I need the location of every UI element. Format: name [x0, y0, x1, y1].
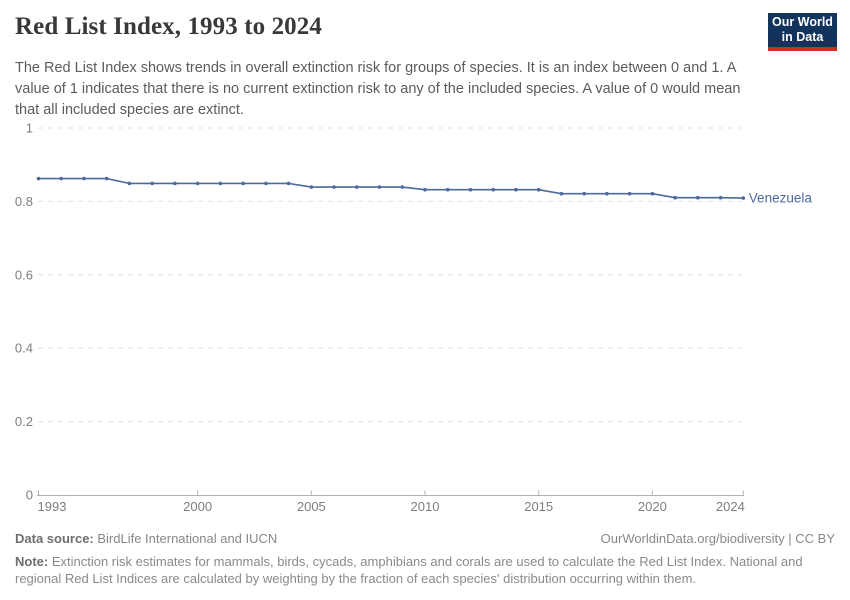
data-point-2000[interactable]: [195, 181, 200, 186]
data-point-2007[interactable]: [355, 185, 359, 189]
data-point-2017[interactable]: [582, 191, 586, 196]
y-axis-tick-label: 0.6: [15, 267, 33, 282]
data-point-2003[interactable]: [264, 181, 268, 186]
x-axis-tick-label: 2000: [183, 499, 212, 514]
data-point-2011[interactable]: [445, 187, 450, 192]
data-point-2024[interactable]: [741, 196, 746, 200]
x-axis-tick-label: 2015: [524, 499, 553, 514]
data-point-1993[interactable]: [36, 176, 41, 181]
data-point-2020[interactable]: [650, 191, 655, 196]
owid-logo[interactable]: Our World in Data: [768, 13, 837, 51]
y-axis-tick-label: 0: [26, 488, 33, 503]
data-point-2018[interactable]: [605, 191, 609, 196]
data-point-2002[interactable]: [241, 181, 245, 186]
x-axis-tick-label: 2020: [638, 499, 667, 514]
data-source-label: Data source:: [15, 531, 94, 546]
data-point-2001[interactable]: [218, 181, 223, 186]
chart-footer: Data source: BirdLife International and …: [15, 531, 835, 587]
x-axis-tick-label: 2005: [297, 499, 326, 514]
data-point-2010[interactable]: [423, 187, 427, 192]
data-point-2006[interactable]: [332, 185, 336, 189]
x-axis-tick-label: 2024: [716, 499, 745, 514]
data-point-2009[interactable]: [400, 185, 405, 189]
data-point-1994[interactable]: [59, 176, 63, 181]
series-line-venezuela[interactable]: [38, 177, 744, 199]
data-point-1995[interactable]: [82, 176, 86, 181]
data-source-value: BirdLife International and IUCN: [93, 531, 278, 546]
data-point-2005[interactable]: [309, 185, 314, 189]
x-axis-tick-label: 1993: [38, 499, 67, 514]
x-axis-tick-label: 2010: [411, 499, 440, 514]
series-label-venezuela[interactable]: Venezuela: [749, 191, 813, 206]
note-value: Extinction risk estimates for mammals, b…: [15, 554, 803, 586]
data-point-2004[interactable]: [286, 181, 291, 186]
data-point-2012[interactable]: [468, 187, 473, 192]
data-point-2021[interactable]: [673, 195, 677, 200]
data-point-1997[interactable]: [127, 181, 132, 186]
chart-title: Red List Index, 1993 to 2024: [15, 13, 322, 40]
y-axis-tick-label: 0.8: [15, 194, 33, 209]
data-point-2022[interactable]: [696, 195, 700, 200]
data-point-1996[interactable]: [104, 176, 109, 181]
data-point-2013[interactable]: [491, 187, 496, 192]
chart-note: Note: Extinction risk estimates for mamm…: [15, 553, 803, 587]
attribution-link[interactable]: OurWorldinData.org/biodiversity | CC BY: [600, 531, 835, 546]
y-axis-tick-label: 1: [26, 121, 33, 136]
data-point-1998[interactable]: [150, 181, 154, 186]
data-point-2008[interactable]: [377, 185, 382, 189]
note-label: Note:: [15, 554, 49, 569]
data-point-2023[interactable]: [718, 195, 723, 200]
data-source-text: Data source: BirdLife International and …: [15, 531, 277, 546]
data-point-2019[interactable]: [627, 191, 632, 196]
y-axis-tick-label: 0.2: [15, 414, 33, 429]
y-axis-tick-label: 0.4: [15, 341, 33, 356]
chart-subtitle: The Red List Index shows trends in overa…: [15, 60, 741, 118]
data-point-1999[interactable]: [173, 181, 177, 186]
data-point-2014[interactable]: [514, 187, 518, 192]
owid-logo-line2: in Data: [781, 30, 824, 44]
source-row: Data source: BirdLife International and …: [15, 531, 835, 546]
data-point-2016[interactable]: [559, 191, 564, 196]
data-point-2015[interactable]: [536, 187, 541, 192]
owid-logo-line1: Our World: [772, 15, 833, 29]
